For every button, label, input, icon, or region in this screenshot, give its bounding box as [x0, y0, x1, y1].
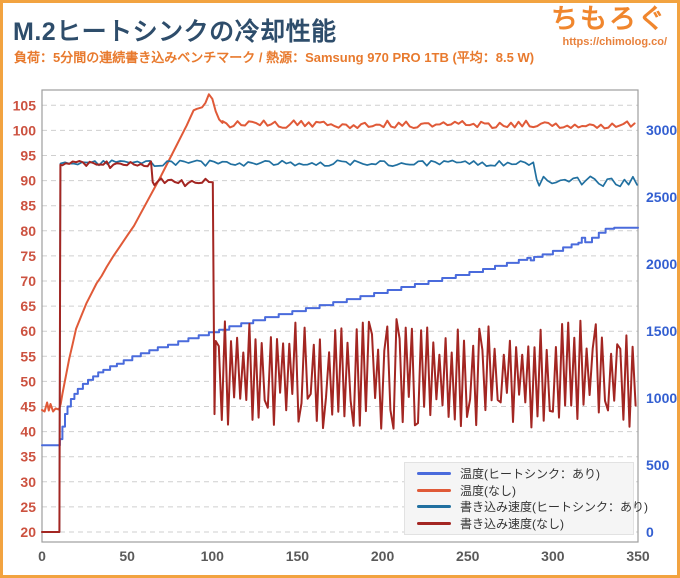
legend-item-label: 書き込み速度(ヒートシンク：あり): [460, 500, 648, 515]
legend-swatch-line: [417, 521, 451, 525]
right-axis-tick: 1000: [646, 390, 677, 406]
right-axis-tick: 500: [646, 457, 670, 473]
legend-item: 温度(ヒートシンク：あり): [417, 466, 633, 482]
left-axis-tick: 30: [20, 474, 36, 490]
series-line-1: [41, 226, 639, 447]
right-axis-tick: 3000: [646, 122, 677, 138]
plot-border: [41, 89, 639, 543]
left-axis-tick: 65: [20, 298, 36, 314]
left-axis-tick: 35: [20, 449, 36, 465]
left-axis-tick: 90: [20, 173, 36, 189]
legend-swatch-line: [417, 505, 451, 509]
right-axis-tick: 2000: [646, 256, 677, 272]
left-axis-tick: 70: [20, 273, 36, 289]
legend-swatch-line: [417, 488, 451, 492]
site-logo: ちもろぐ https://chimolog.co/: [551, 4, 668, 48]
x-axis-tick: 150: [286, 548, 310, 564]
site-logo-name: ちもろぐ: [551, 4, 667, 34]
left-axis-tick: 95: [20, 148, 36, 164]
right-axis-tick: 2500: [646, 189, 677, 205]
left-axis-tick: 100: [13, 122, 37, 138]
page-title: M.2ヒートシンクの冷却性能: [13, 18, 337, 46]
right-axis-tick: 1500: [646, 323, 677, 339]
site-logo-url: https://chimolog.co/: [562, 35, 668, 48]
x-axis-tick: 100: [201, 548, 225, 564]
left-axis-tick: 40: [20, 424, 36, 440]
legend-item-label: 温度(なし): [460, 483, 516, 498]
left-axis-tick: 45: [20, 399, 36, 415]
right-axis-tick: 0: [646, 524, 654, 540]
x-axis-tick: 300: [541, 548, 565, 564]
left-axis-tick: 55: [20, 348, 36, 364]
x-axis-tick: 350: [626, 548, 650, 564]
series-line-2: [41, 93, 636, 413]
x-axis-tick: 50: [119, 548, 135, 564]
page-subtitle: 負荷：5分間の連続書き込みベンチマーク / 熱源：Samsung 970 PRO…: [14, 50, 535, 65]
legend-item-label: 書き込み速度(なし): [460, 516, 564, 531]
series-line-4: [41, 160, 637, 533]
x-axis-tick: 200: [371, 548, 395, 564]
left-axis-tick: 60: [20, 323, 36, 339]
x-axis-tick: 0: [38, 548, 46, 564]
legend-item: 書き込み速度(なし): [417, 515, 633, 531]
legend-item: 温度(なし): [417, 482, 633, 498]
chart-legend: 温度(ヒートシンク：あり) 温度(なし) 書き込み速度(ヒートシンク：あり) 書き込み…: [404, 462, 648, 535]
left-axis-tick: 80: [20, 223, 36, 239]
left-axis-tick: 85: [20, 198, 36, 214]
legend-swatch-line: [417, 472, 451, 476]
legend-item: 書き込み速度(ヒートシンク：あり): [417, 499, 648, 515]
left-axis-tick: 75: [20, 248, 36, 264]
left-axis-tick: 105: [13, 97, 37, 113]
series-line-3: [41, 159, 638, 533]
left-axis-tick: 50: [20, 373, 36, 389]
x-axis-tick: 250: [456, 548, 480, 564]
left-axis-tick: 25: [20, 499, 36, 515]
left-axis-tick: 20: [20, 524, 36, 540]
legend-item-label: 温度(ヒートシンク：あり): [460, 467, 600, 482]
